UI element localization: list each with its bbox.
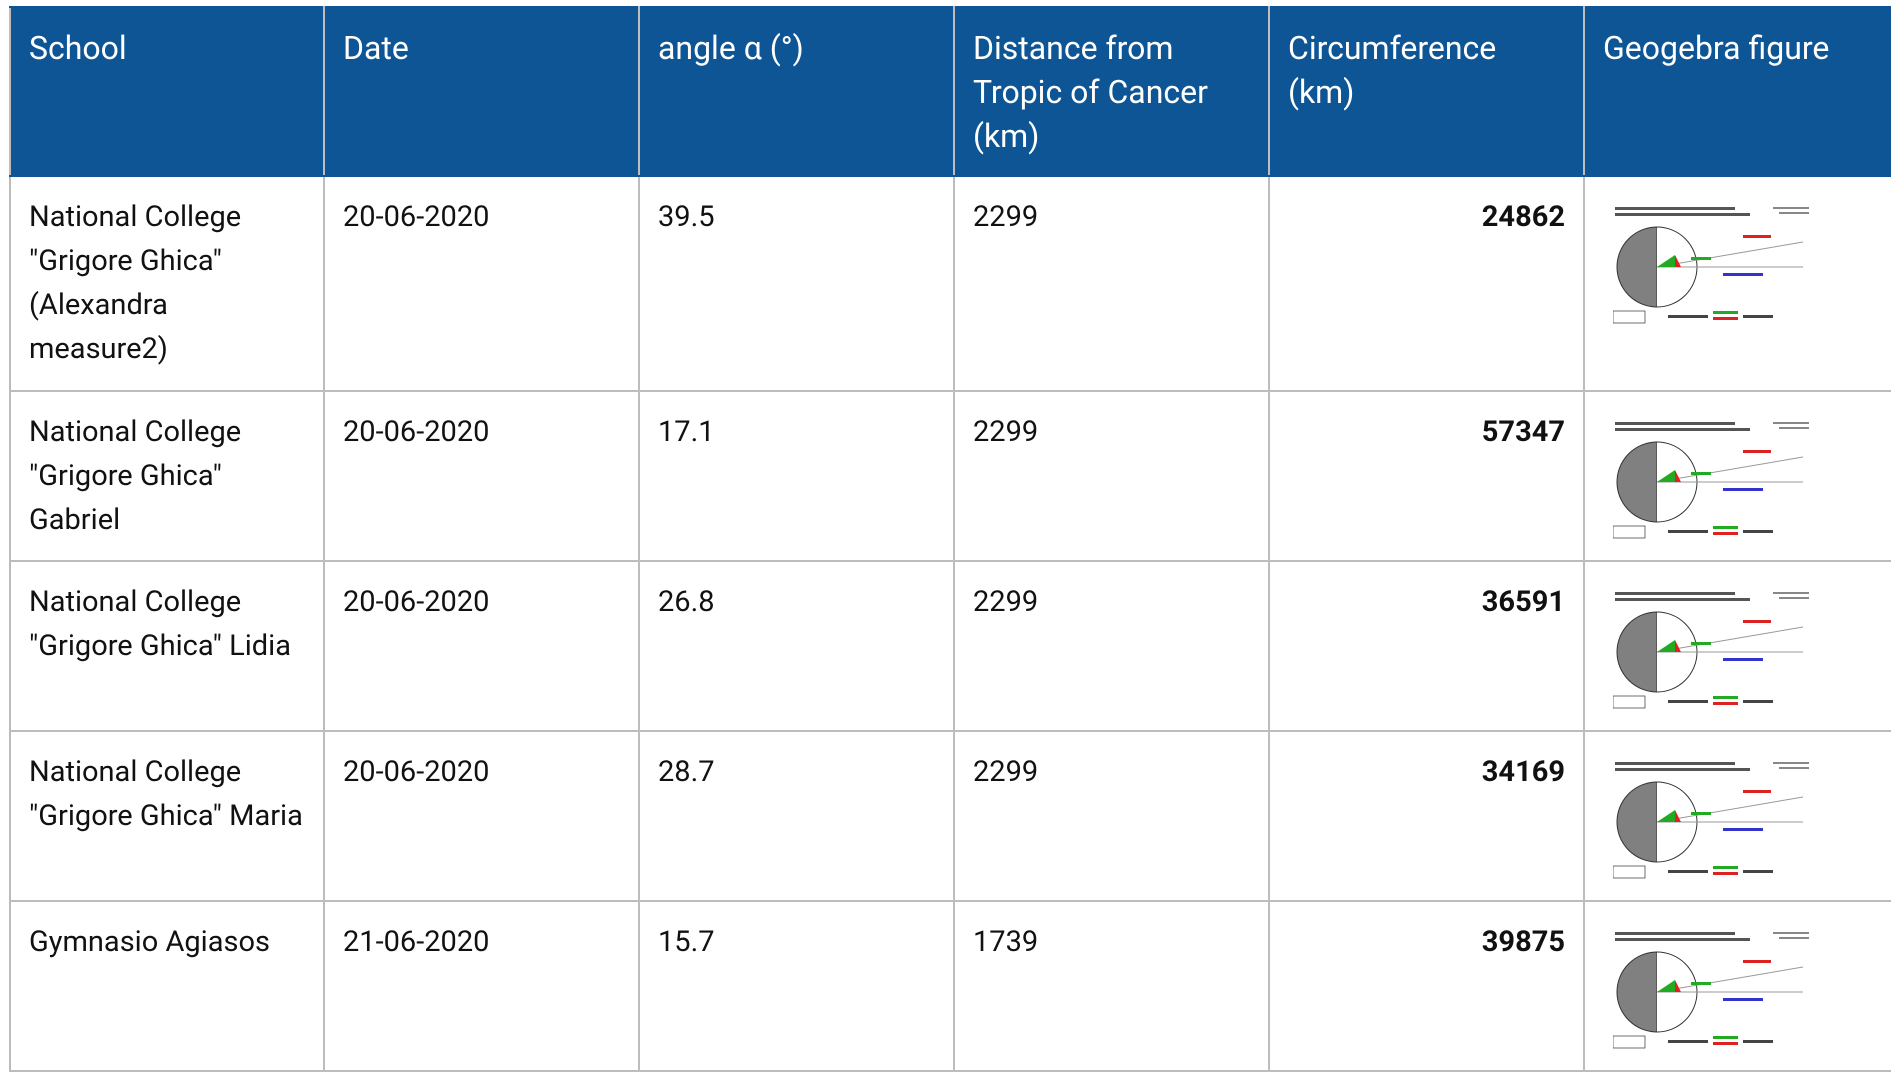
table-cell: 15.7 <box>638 900 955 1072</box>
circumference-cell: 57347 <box>1268 390 1585 562</box>
column-header: Circumference (km) <box>1268 6 1585 177</box>
geogebra-thumbnail <box>1612 422 1809 539</box>
column-header: Distance from Tropic of Cancer (km) <box>953 6 1270 177</box>
table-cell: National College "Grigore Ghica" Maria <box>9 730 325 902</box>
table-cell: 28.7 <box>638 730 955 902</box>
table-cell: 17.1 <box>638 390 955 562</box>
column-header: angle α (°) <box>638 6 955 177</box>
table-cell: 2299 <box>953 175 1270 392</box>
figure-cell <box>1583 390 1891 562</box>
table-cell: Gymnasio Agiasos <box>9 900 325 1072</box>
column-header: School <box>9 6 325 177</box>
table-cell: National College "Grigore Ghica" (Alexan… <box>9 175 325 392</box>
figure-cell <box>1583 900 1891 1072</box>
table-cell: 1739 <box>953 900 1270 1072</box>
figure-cell <box>1583 175 1891 392</box>
data-table: School Date angle α (°) Distance from Tropi… <box>9 6 1891 1072</box>
table-row: National College "Grigore Ghica" Lidia 20… <box>9 560 1891 732</box>
circumference-cell: 24862 <box>1268 175 1585 392</box>
table-cell: 20-06-2020 <box>323 175 640 392</box>
circumference-cell: 36591 <box>1268 560 1585 732</box>
circumference-cell: 34169 <box>1268 730 1585 902</box>
table-cell: 2299 <box>953 730 1270 902</box>
table-row: National College "Grigore Ghica" Gabriel… <box>9 390 1891 562</box>
table-cell: National College "Grigore Ghica" Lidia <box>9 560 325 732</box>
table-cell: 39.5 <box>638 175 955 392</box>
table-row: National College "Grigore Ghica" (Alexan… <box>9 175 1891 392</box>
circumference-cell: 39875 <box>1268 900 1585 1072</box>
table-cell: 2299 <box>953 560 1270 732</box>
table-cell: National College "Grigore Ghica" Gabriel <box>9 390 325 562</box>
column-header: Date <box>323 6 640 177</box>
geogebra-thumbnail <box>1612 592 1809 709</box>
table-cell: 26.8 <box>638 560 955 732</box>
table-cell: 2299 <box>953 390 1270 562</box>
figure-cell <box>1583 560 1891 732</box>
table-row: Gymnasio Agiasos 21-06-2020 15.7 1739 39875 <box>9 900 1891 1072</box>
table-body: National College "Grigore Ghica" (Alexan… <box>9 175 1891 1072</box>
table-cell: 20-06-2020 <box>323 730 640 902</box>
header-row: School Date angle α (°) Distance from Tropi… <box>9 6 1891 177</box>
geogebra-thumbnail <box>1612 932 1809 1049</box>
table-cell: 21-06-2020 <box>323 900 640 1072</box>
table-cell: 20-06-2020 <box>323 560 640 732</box>
column-header: Geogebra figure <box>1583 6 1891 177</box>
table-row: National College "Grigore Ghica" Maria 20… <box>9 730 1891 902</box>
figure-cell <box>1583 730 1891 902</box>
geogebra-thumbnail <box>1612 207 1809 324</box>
table-head: School Date angle α (°) Distance from Tropi… <box>9 6 1891 177</box>
table-cell: 20-06-2020 <box>323 390 640 562</box>
geogebra-thumbnail <box>1612 762 1809 879</box>
